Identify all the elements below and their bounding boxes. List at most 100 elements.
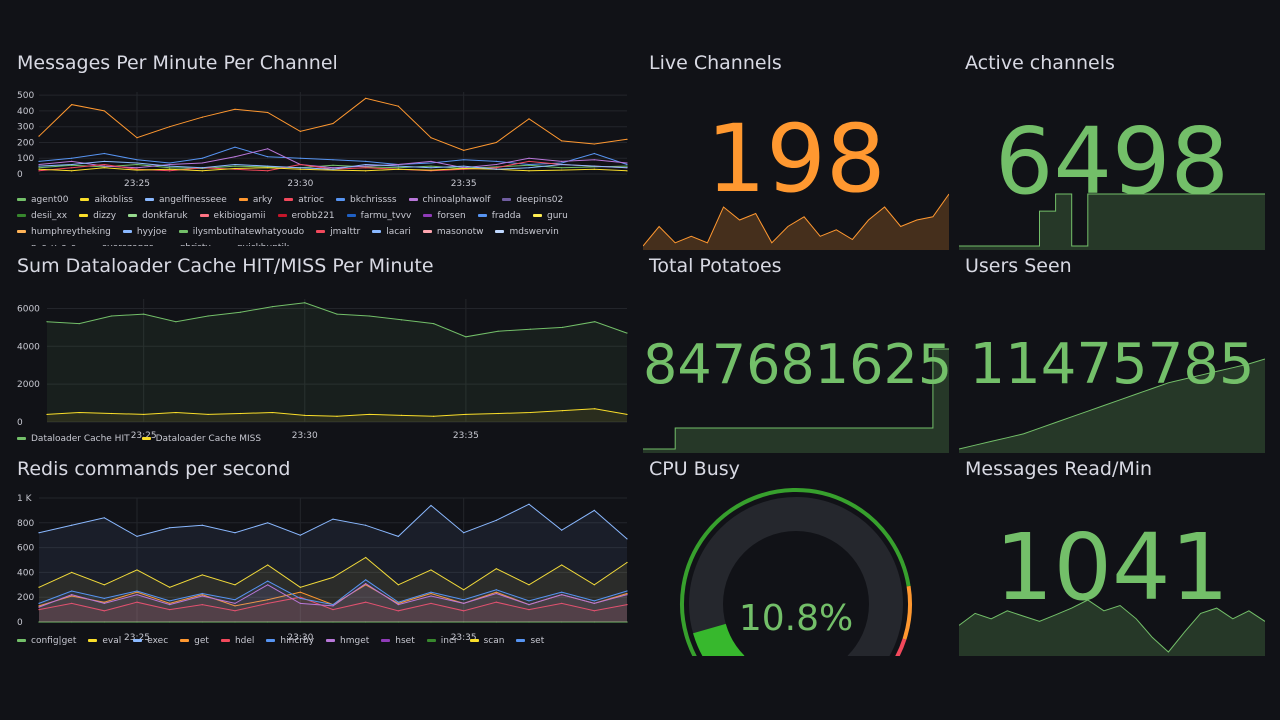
legend-item[interactable]: quickhuntik — [223, 240, 289, 246]
legend-item[interactable]: forsen — [423, 208, 466, 224]
legend-item[interactable]: erobb221 — [277, 208, 335, 224]
data-point — [143, 313, 145, 315]
legend-item[interactable]: farmu_tvvv — [346, 208, 411, 224]
legend-item[interactable]: set — [516, 633, 544, 648]
legend-item[interactable]: chinoalphawolf — [408, 192, 490, 208]
legend-item[interactable]: atrioc — [284, 192, 324, 208]
data-point — [46, 321, 48, 323]
legend-swatch — [346, 214, 356, 217]
data-point — [234, 165, 236, 167]
legend-item[interactable]: hset — [381, 633, 415, 648]
legend-item[interactable]: ilysmbutihatewhatyoudo — [178, 224, 304, 240]
data-point — [234, 605, 236, 607]
data-point — [71, 621, 73, 623]
legend-item[interactable]: qhristv — [166, 240, 211, 246]
data-point — [169, 126, 171, 128]
legend-item[interactable]: get — [180, 633, 209, 648]
legend-item[interactable]: guru — [533, 208, 568, 224]
data-point — [561, 169, 563, 171]
legend-label: lacari — [386, 227, 411, 237]
legend-item[interactable]: scan — [469, 633, 504, 648]
series-area — [39, 579, 627, 622]
legend-item[interactable]: arky — [238, 192, 272, 208]
data-point — [136, 601, 138, 603]
data-point — [267, 156, 269, 158]
y-tick-label: 0 — [17, 170, 23, 180]
legend-item[interactable]: lacari — [372, 224, 411, 240]
gauge-threshold-green — [680, 488, 911, 656]
legend-item[interactable]: mdswervin — [495, 224, 559, 240]
legend-item[interactable]: eval — [88, 633, 121, 648]
data-point — [169, 527, 171, 529]
data-point — [234, 610, 236, 612]
legend-item[interactable]: deepins02 — [502, 192, 563, 208]
legend-item[interactable]: overezeggs — [88, 240, 154, 246]
data-point — [110, 315, 113, 317]
legend-label: Dataloader Cache MISS — [155, 434, 262, 444]
legend-item[interactable]: config|get — [17, 633, 76, 648]
data-point — [495, 141, 497, 144]
legend-swatch — [533, 214, 543, 217]
legend-item[interactable]: Dataloader Cache MISS — [141, 431, 262, 447]
legend-item[interactable]: incr — [426, 633, 458, 648]
series-area — [39, 557, 627, 622]
data-point — [561, 591, 563, 593]
data-point — [561, 564, 563, 566]
data-point — [234, 146, 236, 148]
data-point — [169, 162, 171, 164]
y-tick-label: 800 — [17, 519, 34, 529]
data-point — [397, 610, 399, 612]
data-point — [368, 413, 370, 416]
legend-item[interactable]: fradda — [477, 208, 521, 224]
legend-item[interactable]: hmget — [326, 633, 369, 648]
legend-label: jmalttr — [330, 227, 361, 237]
legend-item[interactable]: angelfinesseee — [144, 192, 227, 208]
legend-item[interactable]: humphreytheking — [17, 224, 111, 240]
data-point — [169, 163, 171, 166]
legend-item[interactable]: jmalttr — [316, 224, 360, 240]
legend-item[interactable]: Dataloader Cache HIT — [17, 431, 130, 447]
legend-item[interactable]: masonotw — [422, 224, 483, 240]
legend-item[interactable]: agent00 — [17, 192, 68, 208]
legend-swatch — [266, 639, 276, 642]
data-point — [528, 503, 530, 505]
legend-item[interactable]: aikobliss — [80, 192, 133, 208]
legend-item[interactable]: hincrby — [266, 633, 314, 648]
data-point — [593, 152, 595, 155]
legend-item[interactable]: hdel — [220, 633, 255, 648]
legend-item[interactable]: bkchrissss — [335, 192, 397, 208]
data-point — [495, 163, 497, 166]
data-point — [71, 590, 73, 592]
data-point — [38, 163, 40, 166]
data-point — [528, 157, 530, 159]
legend-label: angelfinesseee — [158, 195, 227, 205]
data-point — [626, 538, 628, 540]
data-point — [299, 163, 301, 166]
legend-item[interactable]: hyyjoe — [122, 224, 167, 240]
legend-label: guru — [547, 211, 568, 221]
legend-swatch — [178, 230, 188, 233]
data-point — [267, 564, 269, 566]
legend-item[interactable]: n_e_v_o_s — [17, 240, 76, 246]
data-point — [368, 315, 370, 317]
sparkline-line — [959, 193, 1265, 247]
legend-item[interactable]: exec — [133, 633, 168, 648]
data-point — [561, 163, 563, 166]
legend-item[interactable]: dizzy — [79, 208, 116, 224]
data-point — [175, 321, 177, 323]
data-point — [561, 167, 563, 169]
data-point — [593, 621, 595, 623]
data-point — [169, 602, 171, 604]
legend-item[interactable]: desii_xx — [17, 208, 67, 224]
legend-label: n_e_v_o_s — [31, 243, 76, 246]
legend-label: quickhuntik — [237, 243, 289, 246]
legend-swatch — [316, 230, 326, 233]
legend-item[interactable]: donkfaruk — [128, 208, 188, 224]
legend-swatch — [220, 639, 230, 642]
data-point — [299, 586, 301, 588]
legend-swatch — [469, 639, 479, 642]
legend-item[interactable]: ekibiogamii — [199, 208, 266, 224]
data-point — [46, 413, 48, 416]
legend-label: hdel — [234, 636, 255, 646]
sparkline-area — [959, 359, 1265, 453]
